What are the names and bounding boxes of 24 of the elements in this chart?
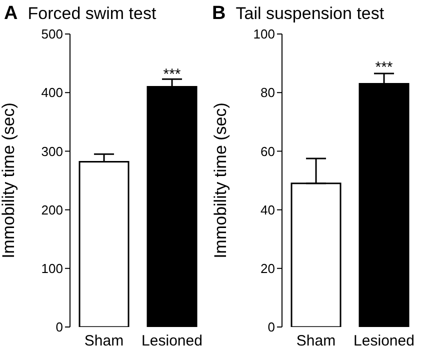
x-tick-label: Sham bbox=[84, 332, 124, 350]
text: A bbox=[4, 3, 18, 25]
x-tick-label: Sham bbox=[296, 332, 336, 350]
y-tick-label: 500 bbox=[41, 26, 63, 42]
y-tick-label: 300 bbox=[41, 144, 63, 159]
y-tick-label: 80 bbox=[260, 85, 275, 100]
text: B bbox=[212, 3, 226, 25]
y-tick-label: 100 bbox=[41, 261, 63, 276]
y-tick-label: 0 bbox=[56, 320, 63, 335]
x-tick-label: Lesioned bbox=[142, 332, 202, 350]
y-tick-label: 400 bbox=[41, 85, 63, 100]
y-tick-label: 200 bbox=[41, 202, 63, 218]
x-tick-label: Lesioned bbox=[354, 332, 414, 350]
y-tick-label: 40 bbox=[260, 202, 275, 218]
y-tick-label: 100 bbox=[253, 26, 275, 42]
chart-title: Forced swim test bbox=[28, 4, 156, 24]
y-tick-label: 0 bbox=[268, 320, 275, 335]
y-axis-title: Immobility time (sec) bbox=[0, 102, 18, 258]
y-axis-title: Immobility time (sec) bbox=[211, 102, 230, 258]
y-tick-label: 60 bbox=[260, 144, 275, 159]
chart-title: Tail suspension test bbox=[236, 4, 384, 24]
y-tick-label: 20 bbox=[260, 261, 275, 276]
annotation: *** bbox=[375, 59, 393, 76]
annotation: *** bbox=[163, 66, 181, 84]
